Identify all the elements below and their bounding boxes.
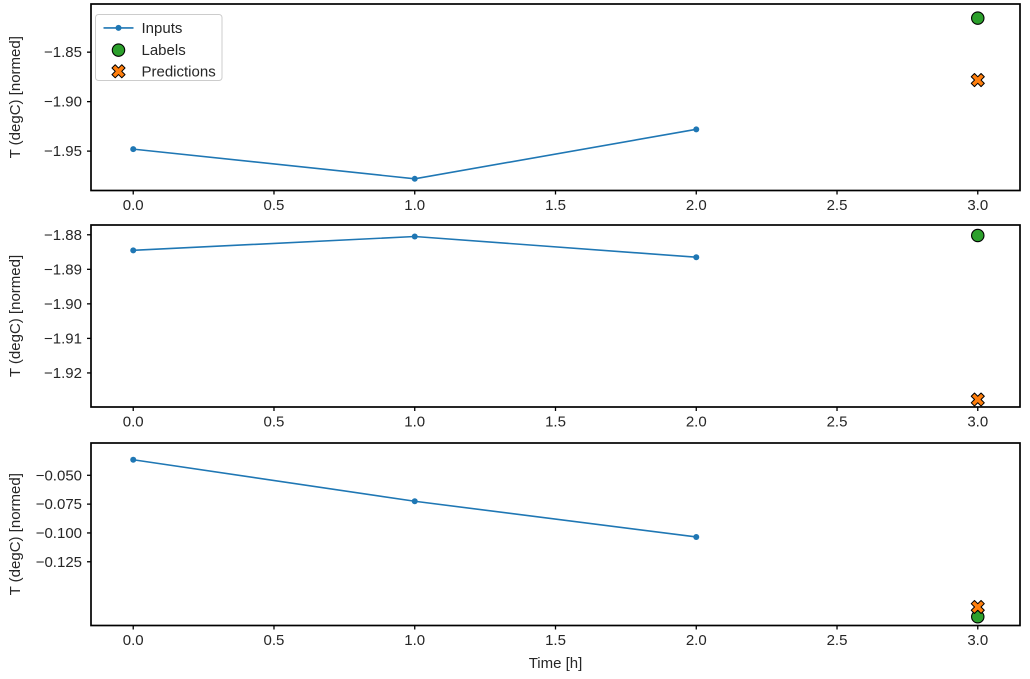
svg-text:−0.100: −0.100 [36,525,82,542]
svg-text:Labels: Labels [142,42,186,59]
svg-text:1.0: 1.0 [404,197,425,214]
svg-text:3.0: 3.0 [967,632,988,649]
svg-text:2.0: 2.0 [686,632,707,649]
svg-text:0.5: 0.5 [264,197,285,214]
svg-text:−1.90: −1.90 [44,296,82,313]
svg-text:T (degC) [normed]: T (degC) [normed] [7,36,24,158]
svg-text:1.0: 1.0 [404,632,425,649]
svg-text:−1.92: −1.92 [44,365,82,382]
svg-text:1.0: 1.0 [404,414,425,431]
svg-text:−1.85: −1.85 [44,44,82,61]
svg-text:−1.89: −1.89 [44,261,82,278]
svg-text:0.0: 0.0 [123,414,144,431]
svg-text:3.0: 3.0 [967,197,988,214]
svg-text:0.0: 0.0 [123,197,144,214]
svg-text:3.0: 3.0 [967,414,988,431]
svg-text:1.5: 1.5 [545,197,566,214]
svg-text:2.5: 2.5 [827,414,848,431]
svg-text:T (degC) [normed]: T (degC) [normed] [7,255,24,377]
svg-text:−1.88: −1.88 [44,227,82,244]
svg-text:Predictions: Predictions [142,63,216,80]
svg-text:Time [h]: Time [h] [529,655,583,672]
svg-text:0.5: 0.5 [264,632,285,649]
svg-text:T (degC) [normed]: T (degC) [normed] [7,473,24,595]
svg-text:2.5: 2.5 [827,632,848,649]
svg-text:2.5: 2.5 [827,197,848,214]
svg-text:−0.075: −0.075 [36,496,82,513]
svg-text:0.0: 0.0 [123,632,144,649]
svg-text:−0.050: −0.050 [36,467,82,484]
svg-text:2.0: 2.0 [686,414,707,431]
svg-text:Inputs: Inputs [142,20,183,37]
svg-text:0.5: 0.5 [264,414,285,431]
svg-text:2.0: 2.0 [686,197,707,214]
svg-text:1.5: 1.5 [545,632,566,649]
svg-text:−1.91: −1.91 [44,330,82,347]
svg-text:−1.95: −1.95 [44,143,82,160]
svg-text:1.5: 1.5 [545,414,566,431]
svg-text:−0.125: −0.125 [36,554,82,571]
svg-text:−1.90: −1.90 [44,94,82,111]
